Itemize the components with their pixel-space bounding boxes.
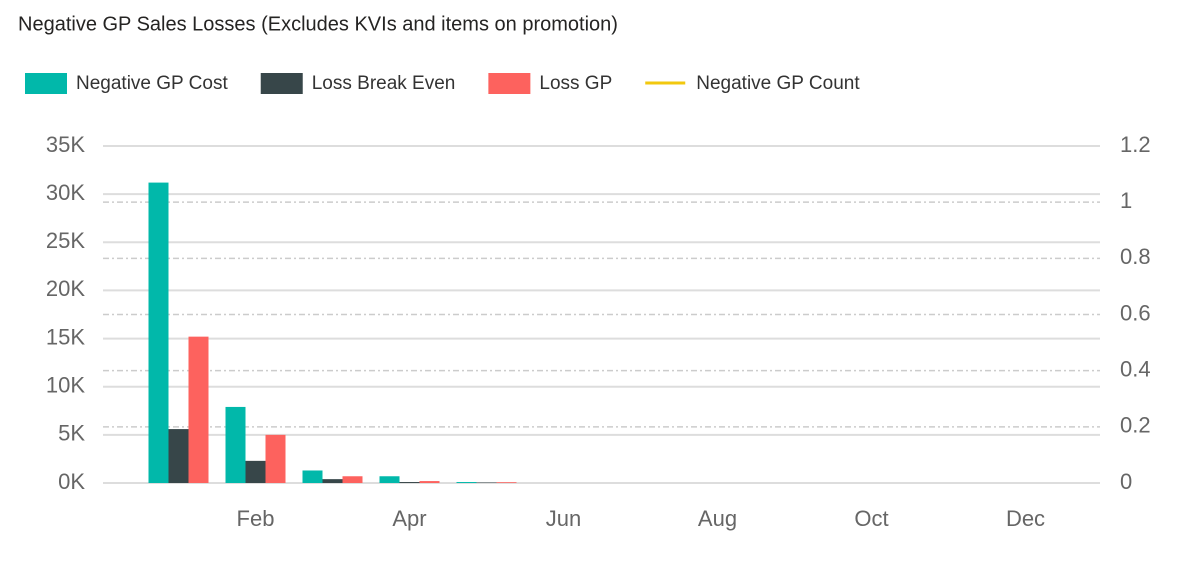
y-tick-label: 30K xyxy=(46,180,85,205)
x-tick-label: Apr xyxy=(392,506,426,531)
y-tick-label: 5K xyxy=(58,421,85,446)
y2-tick-label: 0.6 xyxy=(1120,300,1151,325)
legend-label: Loss GP xyxy=(539,73,612,94)
y-tick-label: 35K xyxy=(46,132,85,157)
y2-tick-label: 0.2 xyxy=(1120,413,1151,438)
bar xyxy=(302,470,323,483)
x-tick-label: Dec xyxy=(1006,506,1045,531)
bar xyxy=(342,476,363,483)
x-tick-label: Jun xyxy=(546,506,581,531)
y-tick-label: 25K xyxy=(46,228,85,253)
y2-tick-label: 0 xyxy=(1120,469,1132,494)
legend-swatch xyxy=(260,73,303,94)
bar xyxy=(379,476,400,483)
legend-swatch xyxy=(488,73,531,94)
y2-tick-label: 1 xyxy=(1120,188,1132,213)
bar xyxy=(322,479,343,483)
bar xyxy=(456,482,477,483)
legend-swatch xyxy=(25,73,67,94)
bar xyxy=(188,336,209,483)
x-tick-label: Feb xyxy=(237,506,275,531)
y-tick-label: 0K xyxy=(58,469,85,494)
bar xyxy=(148,182,169,484)
chart-title: Negative GP Sales Losses (Excludes KVIs … xyxy=(18,13,618,35)
bar xyxy=(245,460,266,483)
x-tick-label: Oct xyxy=(854,506,888,531)
bar xyxy=(419,481,440,483)
bar xyxy=(168,429,189,483)
bar xyxy=(399,482,420,483)
bar xyxy=(265,434,286,483)
x-tick-label: Aug xyxy=(698,506,737,531)
y2-tick-label: 0.4 xyxy=(1120,356,1151,381)
y-tick-label: 20K xyxy=(46,276,85,301)
legend-label: Loss Break Even xyxy=(312,73,456,94)
y2-tick-label: 1.2 xyxy=(1120,132,1151,157)
legend-label: Negative GP Cost xyxy=(76,73,228,94)
y2-tick-label: 0.8 xyxy=(1120,244,1151,269)
legend-label: Negative GP Count xyxy=(696,73,860,94)
bar xyxy=(496,482,517,483)
y-tick-label: 15K xyxy=(46,324,85,349)
bar xyxy=(225,406,246,483)
y-tick-label: 10K xyxy=(46,373,85,398)
